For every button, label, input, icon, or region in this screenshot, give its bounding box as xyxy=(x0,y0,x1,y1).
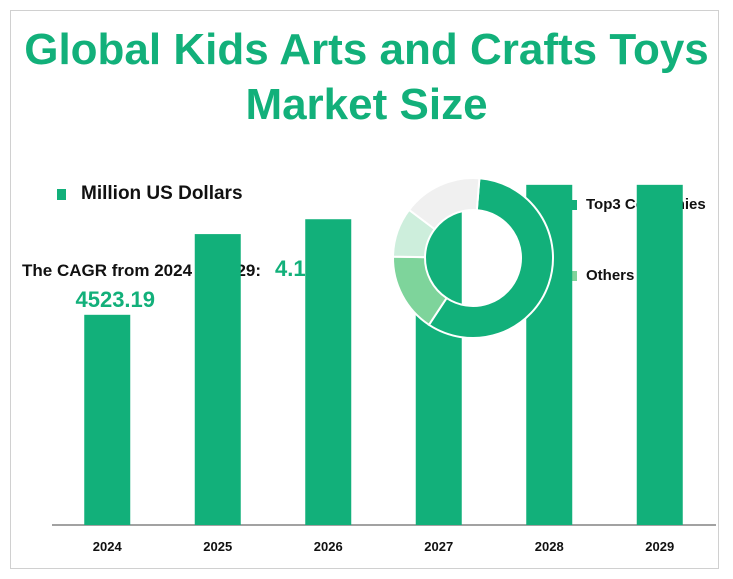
legend-item-others: Others xyxy=(568,267,634,284)
x-tick-label-2024: 2024 xyxy=(93,539,123,554)
x-tick-label-2025: 2025 xyxy=(203,539,232,554)
x-tick-label-2027: 2027 xyxy=(424,539,453,554)
bar-2029 xyxy=(636,184,683,525)
x-tick-label-2028: 2028 xyxy=(535,539,564,554)
bar-2026 xyxy=(305,219,352,526)
donut-slice-0 xyxy=(427,177,554,339)
bar-2024 xyxy=(84,314,131,525)
unit-legend-label: Million US Dollars xyxy=(81,183,243,204)
x-tick-label-2026: 2026 xyxy=(314,539,343,554)
legend-label-others: Others xyxy=(586,267,635,284)
donut-slice-3 xyxy=(407,177,481,231)
legend-swatch-others xyxy=(568,270,577,281)
unit-legend-swatch xyxy=(57,188,66,200)
x-tick-label-2029: 2029 xyxy=(645,539,674,554)
unit-legend: Million US Dollars xyxy=(57,183,243,205)
bar-2025 xyxy=(194,234,241,525)
chart-title: Global Kids Arts and Crafts Toys Market … xyxy=(24,25,709,129)
legend-swatch-top3 xyxy=(568,199,577,210)
data-label-2024: 4523.19 xyxy=(75,287,155,312)
